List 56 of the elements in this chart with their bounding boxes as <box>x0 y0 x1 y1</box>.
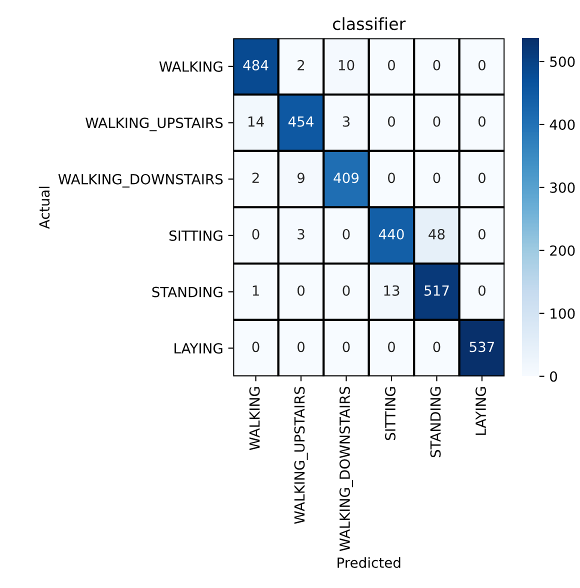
data-label: 48 <box>428 228 445 240</box>
color-bar-label: 100 <box>550 308 575 319</box>
data-label: 0 <box>342 228 350 240</box>
data-label: 3 <box>298 228 304 240</box>
x-tick-label: WALKING_DOWNSTAIRS <box>339 386 354 552</box>
data-label: 0 <box>388 172 395 184</box>
x-axis-title: Predicted <box>338 557 400 568</box>
data-label: 0 <box>298 285 305 296</box>
x-tick-label: WALKING_UPSTAIRS <box>294 386 308 524</box>
y-tick-label: WALKING_DOWNSTAIRS <box>58 174 223 188</box>
data-label: 454 <box>288 116 314 127</box>
data-label: 537 <box>470 342 494 352</box>
data-label: 0 <box>478 172 486 184</box>
data-label: 0 <box>252 228 260 240</box>
x-tick-label: SITTING <box>385 387 396 440</box>
data-label: 14 <box>248 116 264 127</box>
data-label: 9 <box>297 172 304 184</box>
data-label: 0 <box>478 60 486 70</box>
color-bar-label: 0 <box>550 371 558 382</box>
x-tick-label: STANDING <box>430 387 441 458</box>
data-label: 0 <box>478 228 486 240</box>
data-label: 440 <box>378 228 404 240</box>
y-axis-title: Actual <box>38 186 50 229</box>
data-label: 13 <box>384 285 400 296</box>
color-bar-label: 400 <box>550 119 575 130</box>
y-tick-label: WALKING <box>159 61 222 72</box>
data-label: 0 <box>252 342 260 352</box>
data-label: 0 <box>478 116 486 127</box>
data-label: 10 <box>338 60 354 70</box>
data-label: 0 <box>433 116 440 127</box>
data-label: 0 <box>298 342 305 352</box>
y-tick-label: LAYING <box>174 343 222 354</box>
data-label: 2 <box>252 172 259 183</box>
data-label: 0 <box>433 172 440 184</box>
color-bar-label: 500 <box>550 56 575 67</box>
data-label: 0 <box>342 285 350 296</box>
data-label: 0 <box>342 342 350 352</box>
x-tick-label: LAYING <box>476 387 486 435</box>
y-tick-label: STANDING <box>152 286 222 298</box>
color-bar-label: 300 <box>550 182 575 193</box>
data-label: 0 <box>478 285 486 296</box>
data-label: 3 <box>342 116 350 127</box>
data-label: 0 <box>388 342 395 352</box>
data-label: 409 <box>334 172 359 184</box>
data-label: 517 <box>424 286 449 296</box>
data-label: 0 <box>433 342 440 352</box>
data-label: 0 <box>388 60 395 70</box>
y-tick-label: WALKING_UPSTAIRS <box>86 118 223 132</box>
y-tick-label: SITTING <box>169 230 222 241</box>
data-label: 484 <box>243 60 268 70</box>
color-bar-label: 200 <box>550 245 575 256</box>
data-label: 0 <box>433 60 440 70</box>
data-label: 2 <box>298 60 304 70</box>
data-label: 1 <box>252 286 259 296</box>
chart-title: classifier <box>332 17 406 30</box>
data-label: 0 <box>388 116 395 127</box>
